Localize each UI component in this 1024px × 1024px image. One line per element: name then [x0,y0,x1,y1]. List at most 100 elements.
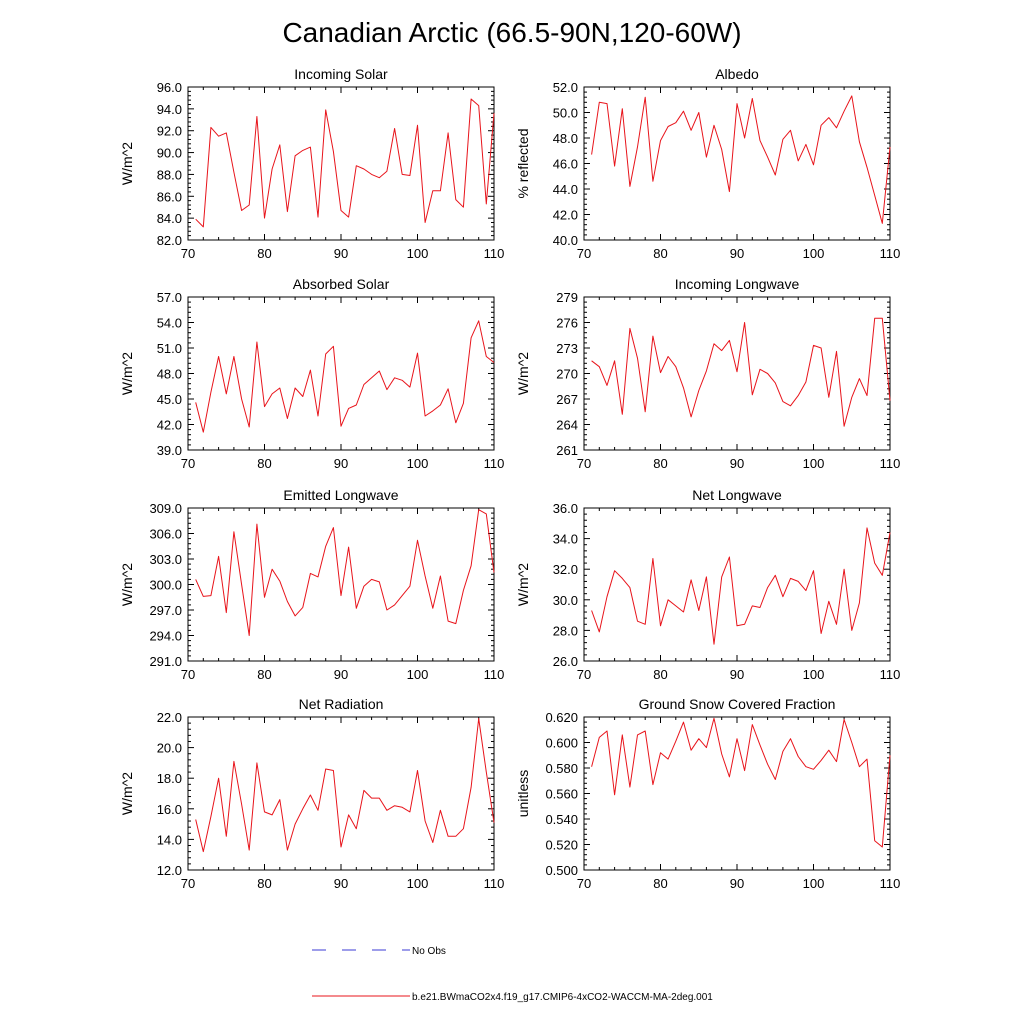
x-tick-label: 80 [257,667,271,682]
y-tick-label: 0.580 [545,761,578,776]
y-tick-label: 306.0 [149,527,182,542]
x-tick-label: 80 [653,246,667,261]
panels: Incoming Solar W/m^2 70 80 90 100 110 82.0 84.0 8… [119,66,900,891]
y-tick-label: 84.0 [157,211,182,226]
x-tick-label: 90 [334,456,348,471]
y-axis-label: W/m^2 [515,563,531,606]
x-tick-label: 90 [334,246,348,261]
y-tick-label: 14.0 [157,832,182,847]
series-line-absorbed-solar [195,320,495,433]
x-tick-label: 110 [880,456,901,471]
y-tick-label: 92.0 [157,124,182,139]
y-tick-label: 88.0 [157,167,182,182]
y-tick-label: 0.520 [545,838,578,853]
x-tick-label: 70 [181,667,195,682]
panel-title: Emitted Longwave [283,487,398,503]
y-tick-label: 20.0 [157,741,182,756]
x-tick-label: 110 [880,246,901,261]
x-tick-label: 80 [653,456,667,471]
y-tick-label: 46.0 [553,157,578,172]
y-tick-label: 270 [556,367,578,382]
y-tick-label: 90.0 [157,146,182,161]
x-tick-label: 110 [880,667,901,682]
y-tick-label: 26.0 [553,654,578,669]
y-tick-label: 82.0 [157,233,182,248]
x-tick-label: 90 [730,456,744,471]
y-tick-label: 42.0 [157,418,182,433]
x-tick-label: 90 [730,876,744,891]
y-tick-label: 44.0 [553,182,578,197]
y-tick-label: 0.620 [545,710,578,725]
x-tick-label: 80 [257,876,271,891]
legend-model-label: b.e21.BWmaCO2x4.f19_g17.CMIP6-4xCO2-WACC… [412,992,713,1003]
y-tick-label: 40.0 [553,233,578,248]
y-tick-label: 300.0 [149,578,182,593]
panel-incoming-solar: Incoming Solar W/m^2 70 80 90 100 110 82.0 84.0 8… [119,66,504,261]
y-tick-label: 94.0 [157,102,182,117]
x-tick-label: 110 [484,456,505,471]
y-tick-label: 264 [556,418,578,433]
x-tick-label: 80 [653,876,667,891]
panel-title: Albedo [715,66,759,82]
panel-ground-snow-covered-fraction: Ground Snow Covered Fraction unitless 70 80… [515,696,900,891]
x-tick-label: 100 [803,456,825,471]
y-tick-label: 36.0 [553,501,578,516]
y-tick-label: 30.0 [553,593,578,608]
y-tick-label: 45.0 [157,392,182,407]
series-line-albedo [591,95,891,224]
panel-net-longwave: Net Longwave W/m^2 70 80 90 100 110 26.0 28.0 30.… [515,487,900,682]
series-line-net-radiation [195,718,495,853]
x-tick-label: 100 [803,876,825,891]
y-tick-label: 96.0 [157,80,182,95]
x-tick-label: 100 [407,456,429,471]
legend: No Obs b.e21.BWmaCO2x4.f19_g17.CMIP6-4xC… [312,946,713,1003]
figure-title: Canadian Arctic (66.5-90N,120-60W) [282,17,741,48]
y-tick-label: 0.560 [545,787,578,802]
y-axis-label: W/m^2 [119,142,135,185]
y-tick-label: 12.0 [157,863,182,878]
series-line-incoming-longwave [591,317,891,427]
series-line-net-longwave [591,527,891,645]
panel-title: Net Radiation [299,696,384,712]
y-tick-label: 0.540 [545,812,578,827]
y-tick-label: 54.0 [157,316,182,331]
y-tick-label: 86.0 [157,189,182,204]
y-tick-label: 273 [556,341,578,356]
x-tick-label: 70 [577,246,591,261]
y-tick-label: 50.0 [553,106,578,121]
panel-net-radiation: Net Radiation W/m^2 70 80 90 100 110 12.0 14.0 16… [119,696,504,891]
y-axis-label: W/m^2 [119,563,135,606]
panel-albedo: Albedo % reflected 70 80 90 100 110 40.0 42.0 44.… [515,66,900,261]
y-axis-label: W/m^2 [119,352,135,395]
y-tick-label: 39.0 [157,443,182,458]
panel-incoming-longwave: Incoming Longwave W/m^2 70 80 90 100 110 261 264… [515,276,900,471]
y-tick-label: 42.0 [553,208,578,223]
y-tick-label: 34.0 [553,532,578,547]
y-tick-label: 291.0 [149,654,182,669]
x-tick-label: 100 [803,667,825,682]
y-tick-label: 32.0 [553,562,578,577]
panel-title: Incoming Longwave [675,276,800,292]
y-tick-label: 267 [556,392,578,407]
panel-title: Net Longwave [692,487,782,503]
y-tick-label: 48.0 [553,131,578,146]
x-tick-label: 100 [407,876,429,891]
x-tick-label: 110 [484,876,505,891]
y-tick-label: 0.500 [545,863,578,878]
y-tick-label: 51.0 [157,341,182,356]
y-axis-label: W/m^2 [515,352,531,395]
y-tick-label: 297.0 [149,603,182,618]
series-line-ground-snow-covered-fraction [591,717,891,848]
y-tick-label: 294.0 [149,629,182,644]
legend-obs-label: No Obs [412,946,446,957]
x-tick-label: 70 [181,876,195,891]
y-tick-label: 52.0 [553,80,578,95]
x-tick-label: 100 [803,246,825,261]
y-tick-label: 48.0 [157,367,182,382]
x-tick-label: 110 [880,876,901,891]
panel-title: Incoming Solar [294,66,388,82]
x-tick-label: 70 [577,876,591,891]
x-tick-label: 100 [407,667,429,682]
